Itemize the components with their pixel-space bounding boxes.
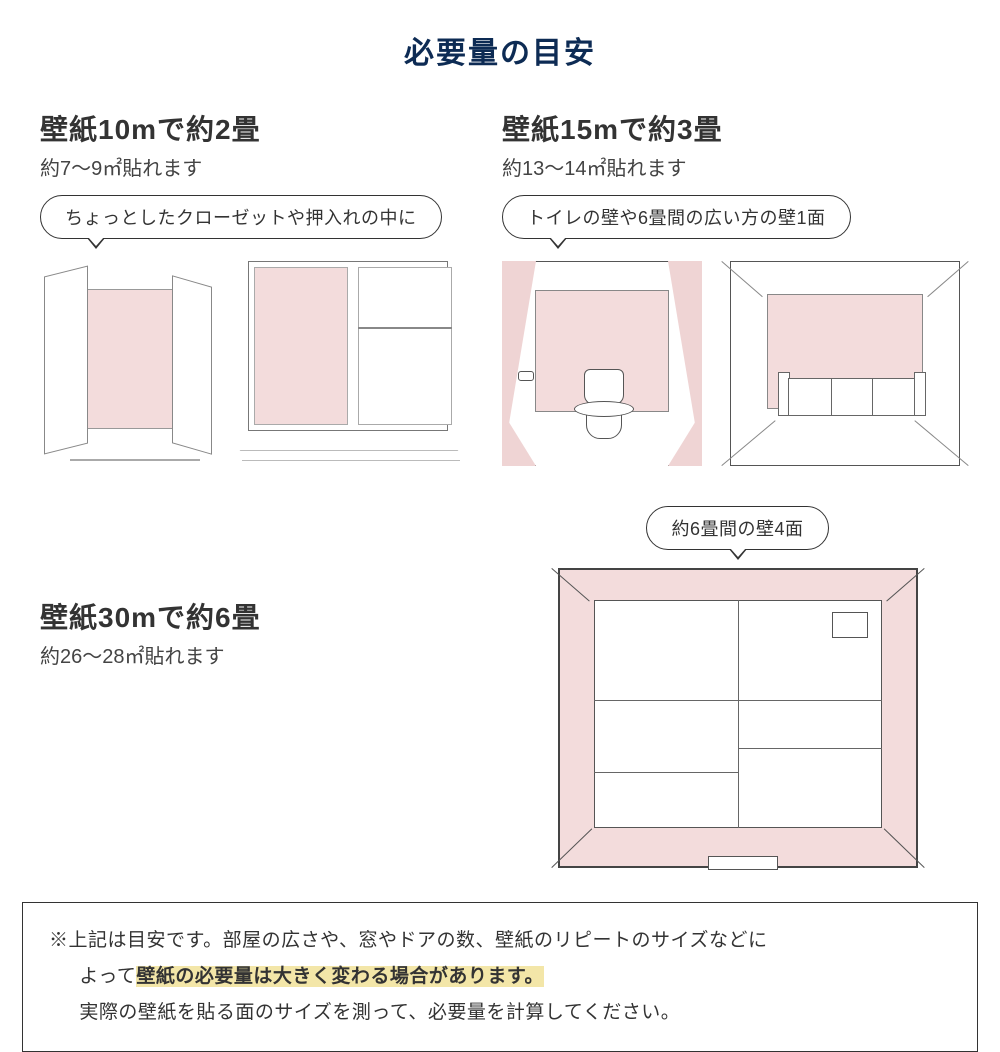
- note-line1: ※上記は目安です。部屋の広さや、窓やドアの数、壁紙のリピートのサイズなどに: [49, 930, 767, 951]
- page-title: 必要量の目安: [0, 0, 1000, 108]
- heading-15m: 壁紙15mで約3畳: [502, 108, 960, 148]
- callout-15m: トイレの壁や6畳間の広い方の壁1面: [502, 195, 851, 239]
- block-30m-illustration: 約6畳間の壁4面: [515, 506, 960, 868]
- illustration-toilet-room: [502, 261, 702, 466]
- illustration-living-room: [730, 261, 960, 466]
- illustration-open-closet: [40, 271, 220, 461]
- note-line2-prefix: よって: [79, 966, 136, 987]
- callout-30m: 約6畳間の壁4面: [646, 506, 828, 550]
- block-10m: 壁紙10mで約2畳 約7〜9㎡貼れます ちょっとしたクローゼットや押入れの中に: [40, 108, 472, 466]
- note-line3: 実際の壁紙を貼る面のサイズを測って、必要量を計算してください。: [49, 995, 951, 1031]
- heading-30m: 壁紙30mで約6畳: [40, 596, 485, 636]
- sub-10m: 約7〜9㎡貼れます: [40, 152, 472, 181]
- block-15m: 壁紙15mで約3畳 約13〜14㎡貼れます トイレの壁や6畳間の広い方の壁1面: [502, 108, 960, 466]
- callout-10m: ちょっとしたクローゼットや押入れの中に: [40, 195, 442, 239]
- note-box: ※上記は目安です。部屋の広さや、窓やドアの数、壁紙のリピートのサイズなどに よっ…: [22, 902, 978, 1052]
- block-30m: 壁紙30mで約6畳 約26〜28㎡貼れます: [40, 506, 485, 683]
- illustration-6jo-room: [558, 568, 918, 868]
- heading-10m: 壁紙10mで約2畳: [40, 108, 472, 148]
- sub-15m: 約13〜14㎡貼れます: [502, 152, 960, 181]
- sub-30m: 約26〜28㎡貼れます: [40, 640, 485, 669]
- illustration-sliding-closet: [248, 261, 458, 461]
- note-highlight: 壁紙の必要量は大きく変わる場合があります。: [136, 966, 544, 987]
